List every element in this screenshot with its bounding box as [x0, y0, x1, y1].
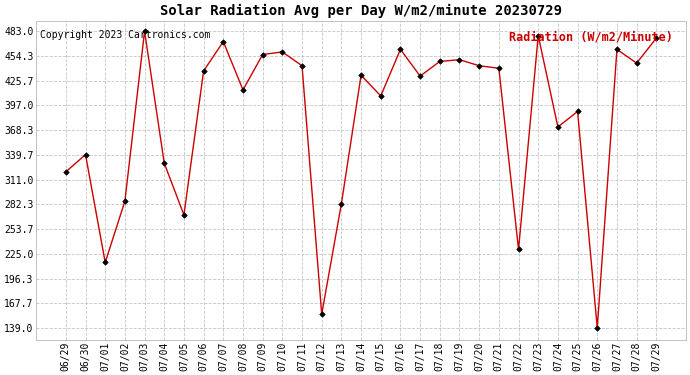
- Title: Solar Radiation Avg per Day W/m2/minute 20230729: Solar Radiation Avg per Day W/m2/minute …: [160, 4, 562, 18]
- Text: Copyright 2023 Cartronics.com: Copyright 2023 Cartronics.com: [39, 30, 210, 40]
- Text: Radiation (W/m2/Minute): Radiation (W/m2/Minute): [509, 30, 673, 44]
